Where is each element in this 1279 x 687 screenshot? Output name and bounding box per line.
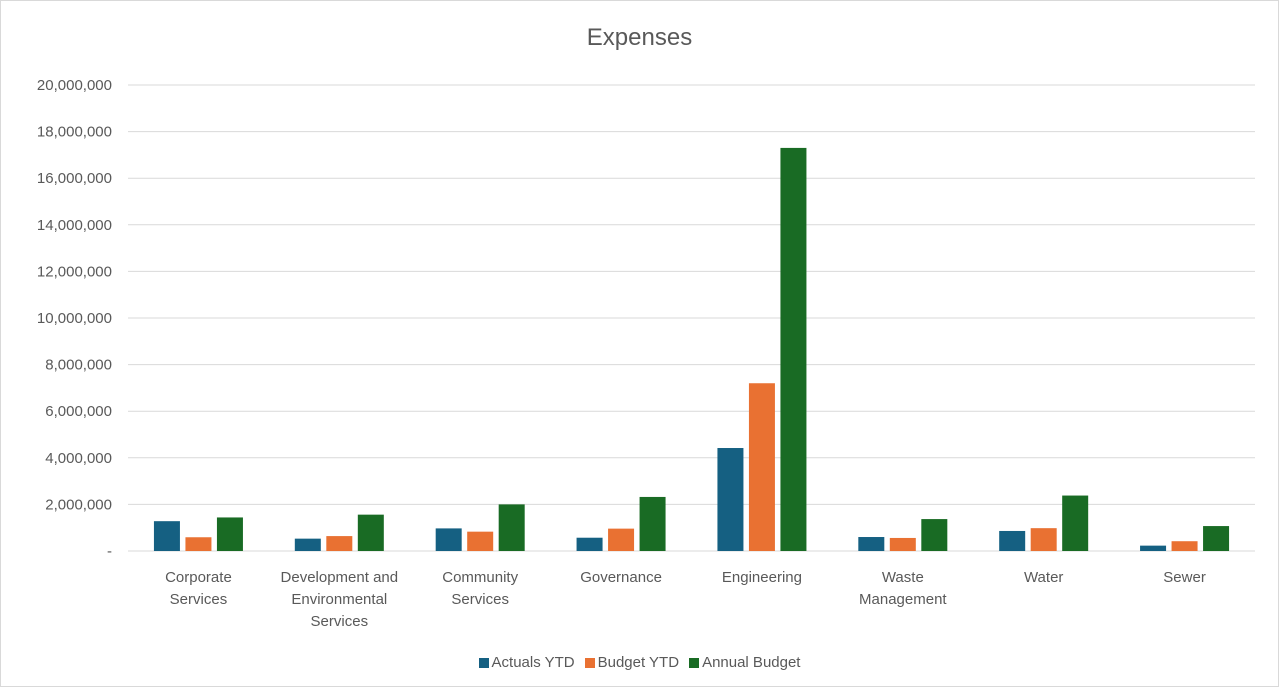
legend-swatch <box>478 657 489 668</box>
y-tick-label: 12,000,000 <box>37 263 112 280</box>
x-tick-label: Services <box>311 613 369 630</box>
legend-label: Annual Budget <box>702 654 801 671</box>
bar-actuals-ytd <box>294 538 321 551</box>
x-tick-label: Corporate <box>165 569 232 586</box>
x-tick-label: Waste <box>882 569 924 586</box>
legend-item: Annual Budget <box>689 654 800 671</box>
bar-annual-budget <box>1062 495 1089 551</box>
bar-budget-ytd <box>608 528 635 551</box>
y-tick-label: 4,000,000 <box>45 450 112 467</box>
bar-budget-ytd <box>889 537 916 551</box>
y-tick-label: 14,000,000 <box>37 217 112 234</box>
bar-annual-budget <box>357 514 384 551</box>
bar-actuals-ytd <box>153 521 180 551</box>
y-tick-label: - <box>107 543 112 560</box>
bar-annual-budget <box>639 496 666 551</box>
bar-annual-budget <box>1203 526 1230 551</box>
y-tick-label: 10,000,000 <box>37 310 112 327</box>
x-tick-label: Governance <box>580 569 662 586</box>
legend-label: Actuals YTD <box>491 654 575 671</box>
bar-budget-ytd <box>326 536 353 551</box>
y-tick-label: 20,000,000 <box>37 77 112 94</box>
bar-budget-ytd <box>467 531 494 551</box>
x-tick-label: Development and <box>281 569 399 586</box>
x-tick-label: Water <box>1024 569 1063 586</box>
legend-item: Actuals YTD <box>478 654 575 671</box>
y-tick-label: 18,000,000 <box>37 124 112 141</box>
y-tick-label: 8,000,000 <box>45 357 112 374</box>
bar-actuals-ytd <box>717 448 744 551</box>
legend-item: Budget YTD <box>584 654 680 671</box>
x-tick-label: Environmental <box>291 591 387 608</box>
x-tick-label: Management <box>859 591 947 608</box>
bar-budget-ytd <box>748 383 775 551</box>
bar-actuals-ytd <box>1140 545 1167 551</box>
bar-budget-ytd <box>1171 541 1198 551</box>
bar-annual-budget <box>216 517 243 551</box>
bar-actuals-ytd <box>858 537 885 551</box>
x-tick-label: Engineering <box>722 569 802 586</box>
bar-budget-ytd <box>185 537 212 551</box>
legend-label: Budget YTD <box>597 654 680 671</box>
x-tick-label: Sewer <box>1163 569 1206 586</box>
bar-annual-budget <box>498 504 525 551</box>
y-tick-label: 2,000,000 <box>45 496 112 513</box>
x-tick-label: Community <box>442 569 518 586</box>
bar-annual-budget <box>921 519 948 551</box>
chart-title: Expenses <box>586 24 693 51</box>
legend-swatch <box>584 657 595 668</box>
bar-actuals-ytd <box>435 528 462 551</box>
y-tick-label: 6,000,000 <box>45 403 112 420</box>
x-tick-label: Services <box>451 591 509 608</box>
x-tick-label: Services <box>170 591 228 608</box>
y-tick-label: 16,000,000 <box>37 170 112 187</box>
chart-legend: Actuals YTD Budget YTD Annual Budget <box>0 654 1279 671</box>
bar-budget-ytd <box>1030 528 1057 551</box>
bar-actuals-ytd <box>999 530 1026 551</box>
bar-annual-budget <box>780 147 807 551</box>
bar-actuals-ytd <box>576 537 603 551</box>
legend-swatch <box>689 657 700 668</box>
